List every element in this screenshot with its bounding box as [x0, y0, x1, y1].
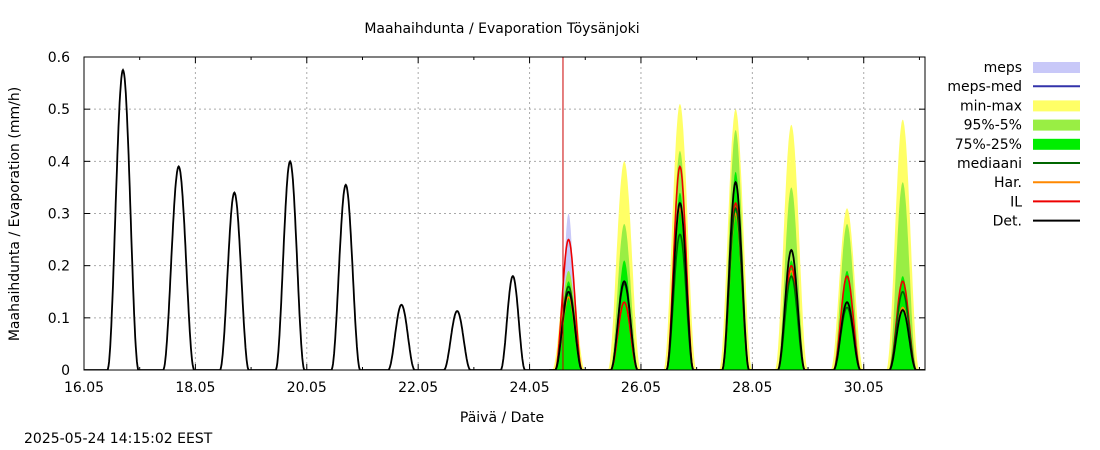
- y-tick-label: 0: [61, 363, 70, 379]
- chart-title: Maahaihdunta / Evaporation Töysänjoki: [364, 21, 639, 37]
- x-tick-label: 24.05: [510, 380, 550, 396]
- axes: 0 0.1 0.2 0.3 0.4 0.5 0.6 16.05 18.05 20.05 22.05 2…: [48, 50, 925, 396]
- series-lines: [84, 57, 925, 370]
- legend-label-meps: meps: [984, 60, 1022, 76]
- legend-label-il: IL: [1010, 194, 1022, 210]
- band-75-25: [549, 171, 925, 370]
- legend-swatch-p95_5: [1033, 119, 1080, 131]
- legend: meps meps-med min-max 95%-5% 75%-25% mediaani…: [947, 60, 1080, 230]
- line-det-forecast: [549, 180, 925, 370]
- legend-label-p95_5: 95%-5%: [964, 118, 1022, 134]
- x-tick-label: 22.05: [398, 380, 438, 396]
- legend-swatch-p75_25: [1033, 138, 1080, 150]
- grid: [84, 57, 925, 370]
- x-tick-label: 16.05: [64, 380, 104, 396]
- y-tick-label: 0.5: [48, 102, 70, 118]
- legend-swatch-meps: [1033, 62, 1080, 73]
- x-tick-label: 30.05: [844, 380, 884, 396]
- forecast-bands: [549, 103, 925, 370]
- x-tick-label: 18.05: [175, 380, 215, 396]
- y-axis-label: Maahaihdunta / Evaporation (mm/h): [7, 87, 23, 341]
- legend-label-det: Det.: [993, 214, 1022, 230]
- y-tick-label: 0.6: [48, 50, 70, 66]
- legend-label-har: Har.: [994, 175, 1022, 191]
- y-tick-label: 0.3: [48, 207, 70, 223]
- x-axis-label: Päivä / Date: [460, 410, 544, 426]
- timestamp: 2025-05-24 14:15:02 EEST: [24, 431, 213, 447]
- x-tick-label: 28.05: [732, 380, 772, 396]
- legend-label-meps_med: meps-med: [947, 79, 1022, 95]
- line-det-observed: [84, 68, 550, 370]
- y-tick-label: 0.2: [48, 259, 70, 275]
- y-tick-label: 0.4: [48, 154, 70, 170]
- x-tick-label: 26.05: [621, 380, 661, 396]
- legend-label-p75_25: 75%-25%: [955, 137, 1022, 153]
- legend-swatch-min_max: [1033, 100, 1080, 112]
- y-tick-label: 0.1: [48, 311, 70, 327]
- legend-label-min_max: min-max: [960, 98, 1022, 114]
- x-tick-label: 20.05: [287, 380, 327, 396]
- legend-label-mediaani: mediaani: [957, 156, 1022, 172]
